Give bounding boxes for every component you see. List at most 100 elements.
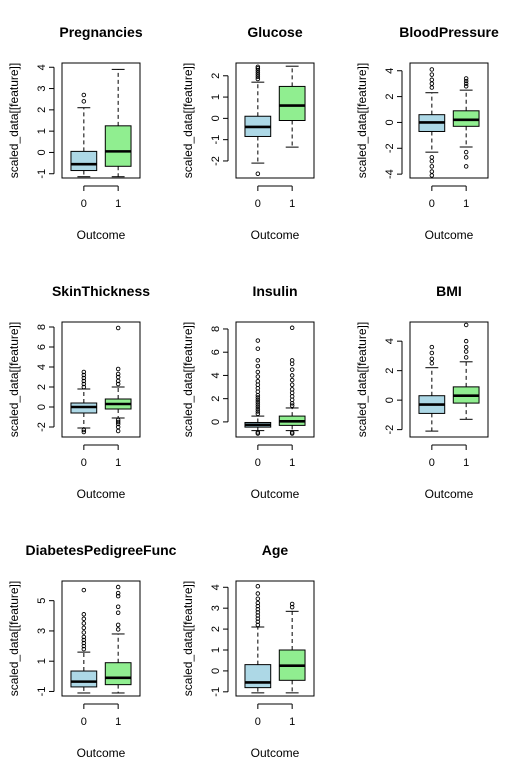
- outlier-point: [255, 346, 261, 351]
- outlier-point: [255, 404, 261, 410]
- outlier-point: [255, 72, 261, 77]
- y-tick-label: -2: [36, 422, 48, 432]
- outlier-point: [255, 64, 261, 70]
- outlier-point: [429, 350, 435, 356]
- y-tick-label: 8: [36, 324, 48, 330]
- outlier-point: [81, 634, 87, 640]
- y-tick-label: 2: [384, 94, 396, 100]
- y-tick-label: 0: [36, 404, 48, 410]
- plot-frame: [235, 321, 315, 438]
- y-tick-label: 6: [210, 349, 222, 355]
- box-iqr-0: [70, 150, 98, 172]
- outlier-point: [255, 606, 261, 612]
- outlier-point: [463, 164, 469, 169]
- y-axis-label: scaled_data[[feature]]: [181, 322, 195, 437]
- y-tick-label: 3: [36, 628, 48, 634]
- outlier-point: [115, 610, 121, 616]
- x-axis-label: Outcome: [251, 228, 300, 242]
- chart-panel-age: Age -1 0 1 2 3 4 scaled_data[[feature]] 0 1 Outcom…: [181, 542, 315, 760]
- outlier-point: [463, 322, 469, 328]
- outlier-point: [429, 169, 435, 174]
- outlier-point: [289, 601, 295, 607]
- outlier-point: [429, 164, 435, 169]
- chart-title: Age: [262, 542, 289, 558]
- outlier-point: [255, 70, 261, 75]
- y-tick-label: 4: [210, 372, 222, 378]
- x-axis-label: Outcome: [77, 746, 126, 760]
- outlier-point: [289, 377, 295, 383]
- outlier-point: [255, 431, 261, 436]
- outlier-point: [255, 338, 261, 343]
- outlier-point: [429, 67, 435, 72]
- outlier-point: [81, 378, 87, 384]
- outlier-point: [255, 76, 261, 82]
- y-tick-label: 2: [210, 396, 222, 402]
- x-tick-label: 0: [255, 198, 261, 210]
- y-tick-label: 3: [36, 85, 48, 91]
- y-tick-label: 0: [36, 149, 48, 155]
- x-axis-label: Outcome: [425, 228, 474, 242]
- y-tick-label: 4: [384, 338, 396, 344]
- outlier-point: [81, 630, 87, 635]
- y-tick-label: 6: [36, 344, 48, 350]
- outlier-point: [255, 358, 261, 363]
- box-iqr-1: [278, 85, 306, 121]
- y-tick-label: 4: [210, 584, 222, 590]
- outlier-point: [429, 361, 435, 366]
- y-tick-label: 4: [36, 364, 48, 370]
- outlier-point: [81, 99, 87, 104]
- x-tick-label: 0: [429, 457, 435, 469]
- outlier-point: [255, 399, 261, 405]
- y-tick-label: -1: [36, 687, 48, 697]
- outlier-point: [81, 646, 87, 652]
- y-tick-label: 0: [210, 115, 222, 121]
- chart-title: BloodPressure: [399, 24, 499, 40]
- outlier-point: [115, 622, 121, 628]
- outlier-point: [115, 421, 121, 427]
- plot-frame: [409, 321, 489, 438]
- y-axis-label: scaled_data[[feature]]: [7, 63, 21, 178]
- outlier-point: [255, 619, 261, 625]
- outlier-point: [289, 358, 295, 363]
- x-axis-label: Outcome: [251, 746, 300, 760]
- y-tick-label: 4: [36, 64, 48, 70]
- y-tick-label: -4: [384, 169, 396, 179]
- y-tick-label: 2: [384, 368, 396, 374]
- outlier-point: [463, 81, 469, 86]
- outlier-point: [429, 173, 435, 178]
- outlier-point: [255, 600, 261, 606]
- chart-panel-bloodpressure: BloodPressure -4 -2 0 2 4 scaled_data[[feature…: [355, 24, 499, 242]
- outlier-point: [81, 621, 87, 626]
- y-tick-label: 8: [210, 326, 222, 332]
- outlier-point: [463, 149, 469, 155]
- outlier-point: [81, 92, 87, 98]
- outlier-point: [81, 381, 87, 387]
- outlier-point: [463, 338, 469, 344]
- outlier-point: [289, 382, 295, 387]
- chart-title: BMI: [436, 283, 462, 299]
- x-tick-label: 1: [463, 457, 469, 469]
- outlier-point: [115, 366, 121, 372]
- outlier-point: [255, 369, 261, 375]
- x-tick-label: 1: [289, 457, 295, 469]
- x-tick-label: 1: [115, 716, 121, 728]
- outlier-point: [115, 604, 121, 609]
- y-tick-label: 2: [36, 107, 48, 113]
- x-tick-label: 1: [463, 198, 469, 210]
- outlier-point: [255, 591, 261, 596]
- outlier-point: [255, 402, 261, 407]
- outlier-point: [463, 155, 469, 160]
- chart-panel-pregnancies: Pregnancies -1 0 1 2 3 4 scaled_data[[feature]]…: [7, 24, 143, 242]
- chart-panel-skinthickness: SkinThickness -2 0 2 4 6 8 scaled_data[[feature…: [7, 283, 150, 501]
- plot-frame: [61, 62, 141, 179]
- outlier-point: [463, 76, 469, 81]
- outlier-point: [81, 612, 87, 617]
- outlier-point: [255, 616, 261, 621]
- box-iqr-0: [244, 664, 272, 689]
- outlier-point: [429, 344, 435, 350]
- outlier-point: [255, 613, 261, 618]
- outlier-point: [429, 155, 435, 160]
- x-tick-label: 0: [81, 457, 87, 469]
- chart-panel-insulin: Insulin 0 2 4 6 8 scaled_data[[feature]] 0 1 Outc…: [181, 283, 315, 501]
